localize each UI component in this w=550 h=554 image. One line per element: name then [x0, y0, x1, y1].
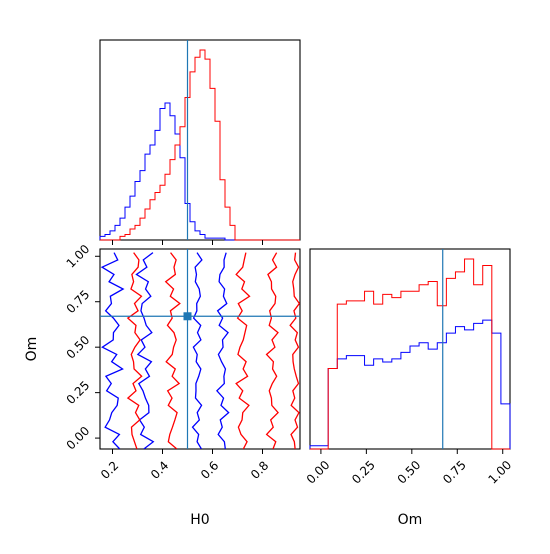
om-xtick-label: 0.25: [349, 458, 378, 487]
contour-red-outer-right: [289, 252, 300, 449]
om-xtick-label: 0.50: [395, 458, 424, 487]
contour-red-inner-left: [235, 252, 251, 449]
contour-red-mid-left: [164, 252, 181, 449]
om-histogram-series-red: [310, 258, 510, 450]
om-ytick-label: 0.75: [64, 287, 93, 316]
om-xtick-label: 0.75: [440, 458, 469, 487]
h0-histogram-series-blue: [99, 102, 300, 241]
x-axis-label-om: Om: [398, 512, 423, 528]
contour-blue-inner-right: [191, 252, 203, 449]
h0-tick-label: 0.2: [98, 458, 121, 481]
om-ytick-label: 1.00: [64, 242, 93, 271]
om-ytick-label: 0.50: [64, 333, 93, 362]
h0-om-contour-frame: [99, 248, 301, 450]
contour-truth-marker: [183, 312, 192, 321]
om-ytick-label: 0.25: [64, 378, 93, 407]
axis-ticks: 0.2 0.4 0.6 0.8 0.00 0.00 0.25 0.25 0.50 0.50 0.75…: [64, 240, 515, 487]
x-axis-label-h0: H0: [190, 512, 209, 528]
contour-blue-outer-left: [100, 252, 125, 449]
h0-histogram: [99, 40, 300, 241]
y-axis-label-om: Om: [24, 337, 40, 362]
om-xtick-label: 1.00: [486, 458, 515, 487]
h0-tick-label: 0.6: [198, 458, 221, 481]
h0-om-contour-panel: [100, 249, 300, 449]
contour-blue-outer-right: [216, 252, 230, 449]
om-xtick-label: 0.00: [304, 458, 333, 487]
h0-histogram-series-red: [100, 49, 300, 241]
h0-histogram-frame: [99, 39, 301, 241]
contour-lines: [100, 252, 300, 449]
om-histogram-frame: [309, 248, 511, 450]
contour-blue-inner-left: [135, 252, 155, 449]
om-histogram: [309, 249, 511, 450]
contour-red-inner-right: [265, 252, 279, 449]
om-histogram-series-blue: [309, 319, 511, 449]
contour-red-outer-left: [126, 252, 143, 449]
h0-tick-label: 0.8: [248, 458, 271, 481]
h0-tick-label: 0.4: [148, 458, 171, 481]
om-ytick-label: 0.00: [64, 424, 93, 453]
